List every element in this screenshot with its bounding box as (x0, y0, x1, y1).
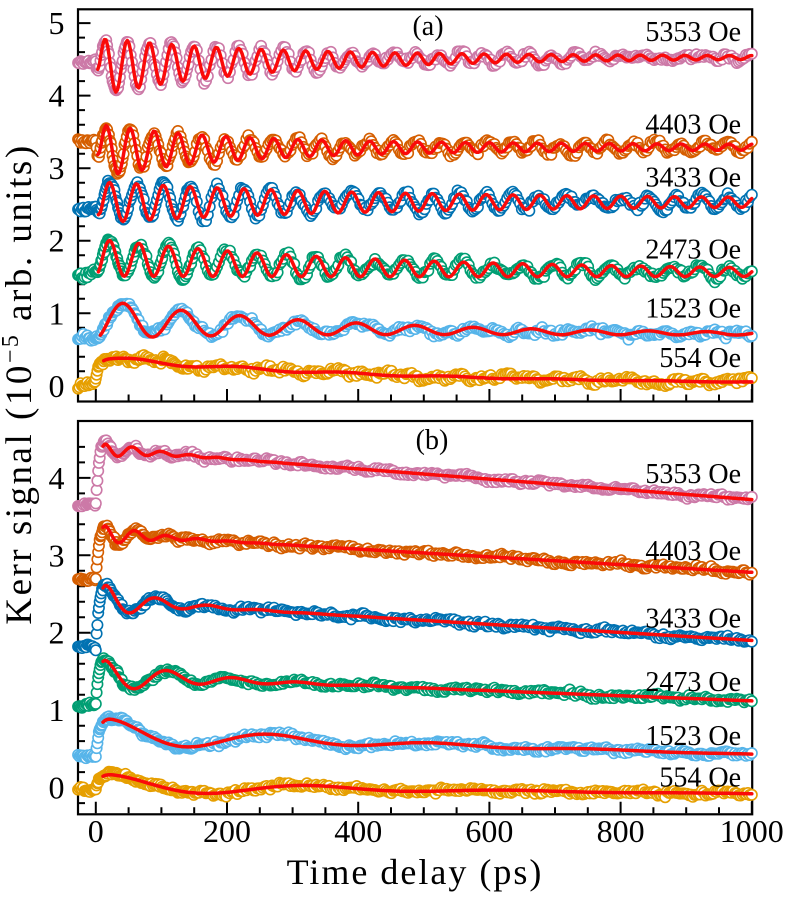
svg-text:2473 Oe: 2473 Oe (645, 667, 741, 698)
svg-text:1: 1 (49, 692, 65, 728)
svg-text:554 Oe: 554 Oe (659, 763, 741, 794)
svg-text:2: 2 (49, 223, 65, 259)
svg-text:(a): (a) (412, 11, 443, 42)
svg-text:800: 800 (597, 813, 645, 849)
svg-text:4: 4 (49, 460, 65, 496)
svg-text:3433 Oe: 3433 Oe (645, 163, 741, 194)
svg-text:200: 200 (203, 813, 251, 849)
svg-text:2: 2 (49, 615, 65, 651)
svg-text:5353 Oe: 5353 Oe (645, 459, 741, 490)
svg-text:3: 3 (49, 150, 65, 186)
svg-text:4403 Oe: 4403 Oe (645, 536, 741, 567)
svg-text:(b): (b) (416, 425, 449, 456)
svg-text:0: 0 (49, 368, 65, 404)
svg-text:600: 600 (465, 813, 513, 849)
svg-text:3433 Oe: 3433 Oe (645, 604, 741, 635)
svg-text:2473 Oe: 2473 Oe (645, 235, 741, 266)
svg-text:400: 400 (334, 813, 382, 849)
svg-text:4403 Oe: 4403 Oe (645, 109, 741, 140)
svg-text:0: 0 (88, 813, 104, 849)
svg-text:1523 Oe: 1523 Oe (645, 293, 741, 324)
svg-text:1: 1 (49, 295, 65, 331)
svg-text:Kerr signal (10−5 arb. units): Kerr signal (10−5 arb. units) (0, 143, 40, 624)
svg-text:554 Oe: 554 Oe (659, 343, 741, 374)
svg-text:5353 Oe: 5353 Oe (645, 17, 741, 48)
svg-text:3: 3 (49, 537, 65, 573)
svg-text:1000: 1000 (720, 813, 784, 849)
svg-text:0: 0 (49, 770, 65, 806)
svg-text:1523 Oe: 1523 Oe (645, 721, 741, 752)
svg-text:4: 4 (49, 78, 65, 114)
svg-text:5: 5 (49, 5, 65, 41)
svg-text:Time delay (ps): Time delay (ps) (287, 852, 544, 892)
